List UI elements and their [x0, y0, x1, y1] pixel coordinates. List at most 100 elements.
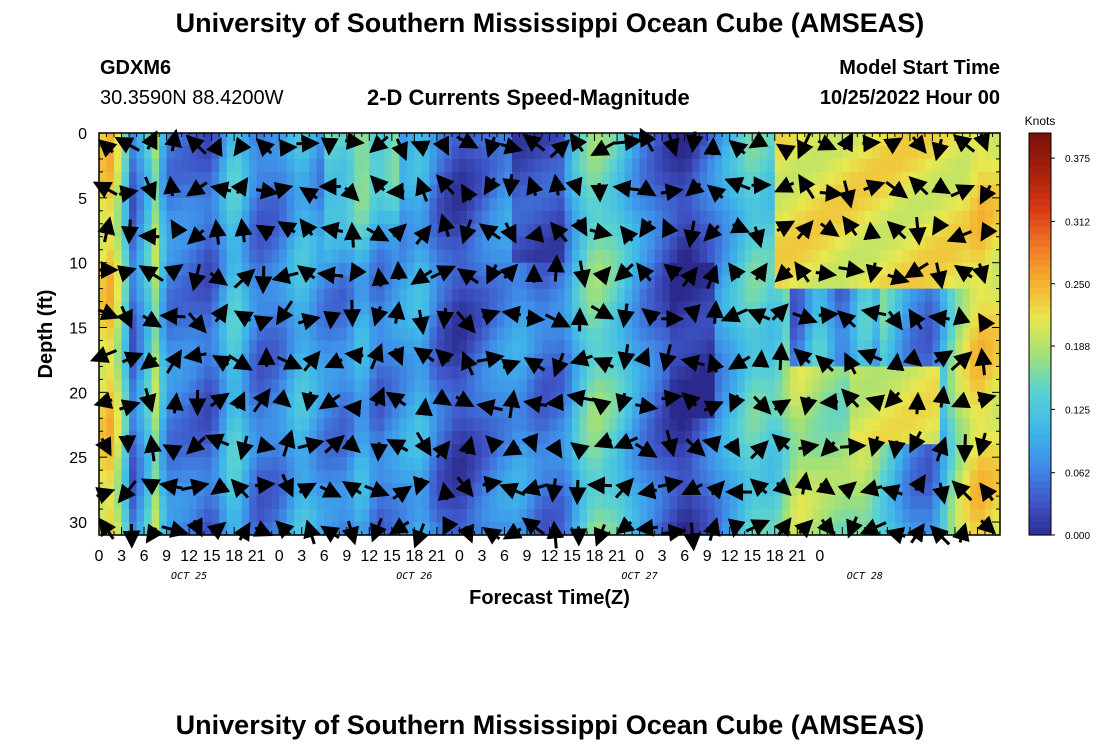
heatmap-cell	[429, 340, 438, 355]
heatmap-cell	[632, 366, 641, 380]
heatmap-cell	[572, 288, 581, 303]
heatmap-cell	[864, 496, 873, 510]
heatmap-cell	[121, 392, 130, 406]
heatmap-cell	[917, 496, 926, 510]
heatmap-cell	[181, 184, 190, 199]
heatmap-cell	[579, 133, 588, 147]
current-arrow	[619, 225, 639, 245]
heatmap-cell	[879, 275, 888, 290]
heatmap-cell	[699, 470, 708, 484]
current-arrow	[415, 176, 433, 202]
heatmap-cell	[459, 327, 468, 342]
heatmap-cell	[939, 158, 949, 173]
heatmap-cell	[602, 483, 611, 497]
heatmap-cell	[174, 171, 183, 186]
heatmap-cell	[849, 405, 858, 419]
heatmap-cell	[879, 262, 888, 277]
heatmap-cell	[977, 457, 986, 471]
heatmap-cell	[699, 509, 708, 523]
heatmap-cell	[722, 288, 731, 303]
heatmap-cell	[632, 327, 641, 342]
heatmap-cell	[624, 444, 633, 458]
heatmap-cell	[354, 379, 363, 393]
heatmap-cell	[692, 509, 701, 523]
heatmap-cell	[511, 171, 521, 186]
heatmap-cell	[864, 470, 873, 484]
colorbar-band	[1029, 293, 1051, 302]
heatmap-cell	[466, 509, 476, 523]
heatmap-cell	[496, 496, 506, 510]
heatmap-cell	[692, 210, 701, 225]
heatmap-cell	[759, 457, 768, 471]
heatmap-cell	[301, 470, 310, 484]
heatmap-cell	[924, 223, 934, 238]
current-arrow	[387, 223, 407, 243]
heatmap-cell	[549, 327, 558, 342]
heatmap-cell	[894, 405, 903, 419]
heatmap-cell	[181, 418, 190, 432]
heatmap-cell	[759, 327, 768, 342]
current-arrow	[683, 220, 702, 249]
heatmap-cell	[429, 171, 438, 186]
heatmap-cell	[151, 171, 160, 186]
heatmap-cell	[286, 405, 295, 419]
heatmap-cell	[564, 392, 573, 406]
heatmap-cell	[864, 288, 873, 303]
current-arrow	[138, 387, 157, 413]
heatmap-cell	[99, 470, 108, 484]
heatmap-cell	[797, 327, 806, 342]
heatmap-cell	[451, 431, 460, 445]
heatmap-cell	[624, 197, 633, 212]
current-arrow	[887, 268, 910, 286]
heatmap-cell	[737, 340, 746, 355]
heatmap-cell	[399, 366, 408, 380]
current-arrow	[500, 222, 517, 244]
heatmap-cell	[722, 496, 731, 510]
heatmap-cell	[406, 210, 415, 225]
heatmap-cell	[376, 496, 385, 510]
heatmap-cell	[189, 327, 198, 342]
current-arrow	[206, 521, 227, 541]
heatmap-cell	[519, 327, 528, 342]
heatmap-cell	[406, 262, 415, 277]
heatmap-cell	[902, 522, 911, 536]
current-arrow	[592, 266, 612, 286]
heatmap-cell	[166, 145, 175, 160]
heatmap-cell	[159, 431, 168, 445]
heatmap-cell	[594, 288, 603, 303]
heatmap-cell	[564, 379, 573, 393]
current-arrow	[411, 309, 430, 336]
heatmap-cell	[984, 236, 994, 251]
heatmap-cell	[902, 288, 911, 303]
heatmap-cell	[429, 392, 438, 406]
heatmap-cell	[759, 249, 768, 264]
current-arrow	[170, 219, 188, 240]
heatmap-cell	[256, 288, 265, 303]
heatmap-cell	[842, 457, 851, 471]
current-arrow	[548, 173, 567, 196]
heatmap-cell	[722, 133, 731, 147]
heatmap-cell	[256, 327, 265, 342]
heatmap-cell	[924, 392, 934, 406]
heatmap-cell	[804, 509, 813, 523]
current-arrow	[163, 175, 182, 197]
heatmap-cell	[947, 301, 956, 316]
heatmap-cell	[451, 379, 460, 393]
current-arrow	[188, 263, 206, 292]
current-arrow	[140, 176, 157, 201]
heatmap-cell	[977, 340, 986, 355]
heatmap-cell	[759, 210, 768, 225]
heatmap-cell	[226, 145, 235, 160]
heatmap-cell	[106, 314, 115, 329]
current-arrow	[888, 440, 906, 460]
x-tick-label: 9	[162, 548, 171, 565]
heatmap-cell	[114, 522, 123, 536]
current-arrow	[277, 221, 298, 239]
heatmap-cell	[819, 301, 828, 316]
heatmap-cell	[939, 249, 949, 264]
heatmap-cell	[789, 158, 798, 173]
heatmap-cell	[992, 470, 1001, 484]
heatmap-cell	[617, 197, 626, 212]
current-arrow	[868, 436, 886, 457]
current-arrow	[883, 137, 904, 155]
